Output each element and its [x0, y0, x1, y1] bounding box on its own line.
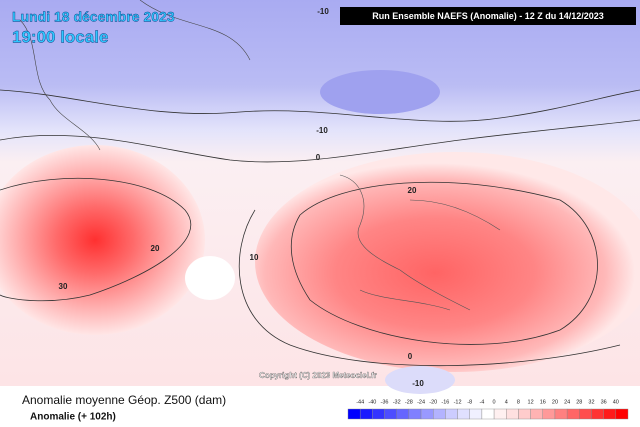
contour-label: -10 [412, 379, 424, 388]
colorbar-tick-label: -16 [441, 399, 449, 405]
colorbar-tick-label: -40 [368, 399, 376, 405]
colorbar-tick-label: 24 [564, 399, 570, 405]
colorbar-tick-label: -44 [356, 399, 364, 405]
contour-label: 20 [408, 186, 417, 195]
colorbar-swatch [445, 408, 458, 420]
colorbar: -44 -40 -36 -32 -28 -24 -20 -16 -12 -8 -4 0 4 8 12 16 20… [347, 399, 629, 420]
contour-label: 0 [316, 153, 321, 162]
colorbar-swatch [396, 408, 410, 420]
colorbar-tick-label: -36 [381, 399, 389, 405]
colorbar-swatch [579, 408, 592, 420]
contour-label: -10 [316, 126, 328, 135]
colorbar-swatch [530, 408, 543, 420]
colorbar-swatch [469, 408, 483, 420]
colorbar-swatch [554, 408, 568, 420]
colorbar-tick-label: -24 [417, 399, 425, 405]
colorbar-swatch [457, 408, 470, 420]
colorbar-swatch [518, 408, 531, 420]
colorbar-tick-label: 40 [613, 399, 619, 405]
colorbar-tick-label: -8 [467, 399, 472, 405]
footer-title: Anomalie moyenne Géop. Z500 (dam) [22, 393, 226, 407]
contour-label: 0 [408, 352, 413, 361]
footer-subtitle: Anomalie (+ 102h) [30, 412, 116, 423]
time: 19:00 locale [12, 27, 108, 46]
colorbar-swatch [481, 408, 495, 420]
contour-label: 20 [151, 244, 160, 253]
colorbar-tick-label: 16 [540, 399, 546, 405]
colorbar-tick-label: 0 [493, 399, 496, 405]
colorbar-swatch [408, 408, 422, 420]
colorbar-tick-label: 36 [601, 399, 607, 405]
colorbar-swatch [347, 408, 361, 420]
colorbar-swatch [566, 408, 580, 420]
colorbar-tick-label: 12 [528, 399, 534, 405]
contour-label: -10 [317, 7, 329, 16]
colorbar-swatch [420, 408, 434, 420]
colorbar-tick-label: 32 [588, 399, 594, 405]
run-info: Run Ensemble NAEFS (Anomalie) - 12 Z du … [372, 11, 604, 21]
colorbar-swatch [591, 408, 604, 420]
contour-label: 10 [250, 253, 259, 262]
colorbar-tick-label: -32 [393, 399, 401, 405]
copyright: Copyright (C) 2023 Meteociel.fr [259, 371, 377, 380]
colorbar-tick-label: 20 [552, 399, 558, 405]
date: Lundi 18 décembre 2023 [12, 9, 175, 25]
colorbar-swatch [359, 408, 373, 420]
colorbar-swatch [542, 408, 556, 420]
colorbar-tick-label: 28 [576, 399, 582, 405]
colorbar-swatch [615, 408, 629, 420]
colorbar-tick-label: 4 [505, 399, 508, 405]
colorbar-swatch [506, 408, 519, 420]
colorbar-swatch [603, 408, 617, 420]
run-box [340, 7, 636, 25]
colorbar-tick-label: 8 [517, 399, 520, 405]
colorbar-tick-label: -4 [479, 399, 484, 405]
colorbar-swatch [384, 408, 397, 420]
colorbar-swatch [372, 408, 385, 420]
contour-label: 30 [59, 282, 68, 291]
colorbar-tick-label: -28 [405, 399, 413, 405]
colorbar-swatch [493, 408, 507, 420]
map [0, 0, 640, 394]
colorbar-tick-label: -20 [429, 399, 437, 405]
colorbar-tick-label: -12 [454, 399, 462, 405]
colorbar-swatch [433, 408, 446, 420]
